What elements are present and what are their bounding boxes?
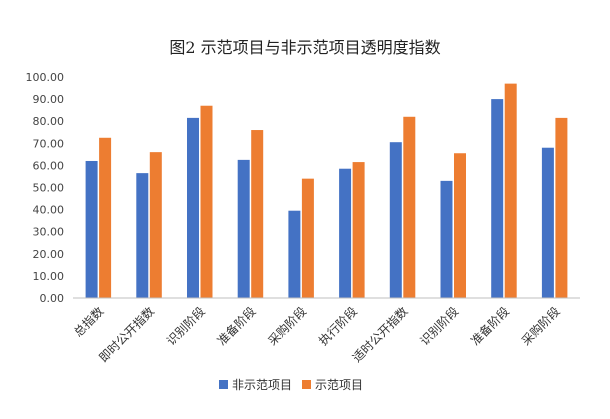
bar-demo-9 bbox=[504, 83, 517, 298]
bar-non-demo-6 bbox=[339, 168, 352, 298]
y-tick-label: 50.00 bbox=[33, 182, 65, 195]
bar-demo-5 bbox=[301, 178, 314, 298]
bar-demo-1 bbox=[99, 137, 112, 298]
y-tick-label: 70.00 bbox=[33, 137, 65, 150]
y-tick-label: 30.00 bbox=[33, 226, 65, 239]
y-tick-label: 60.00 bbox=[33, 159, 65, 172]
x-axis-labels: 总指数即时公开指数 识别阶段 准备阶段 采购阶段 执行阶段适时公开指数 识别阶段 准备阶段采… bbox=[70, 304, 562, 366]
bar-demo-7 bbox=[403, 116, 416, 298]
x-category-label: 准备阶段 bbox=[214, 304, 259, 349]
bar-non-demo-1 bbox=[85, 160, 98, 298]
bar-non-demo-10 bbox=[541, 147, 554, 298]
bar-demo-3 bbox=[200, 105, 213, 298]
y-tick-label: 80.00 bbox=[33, 115, 65, 128]
legend: 非示范项目 示范项目 bbox=[219, 378, 363, 392]
bar-demo-8 bbox=[454, 153, 466, 298]
bar-non-demo-3 bbox=[187, 117, 199, 298]
legend-label-demo: 示范项目 bbox=[315, 378, 363, 392]
bar-demo-6 bbox=[352, 162, 365, 298]
chart-title: 图2 示范项目与非示范项目透明度指数 bbox=[169, 38, 441, 57]
y-tick-label: 40.00 bbox=[33, 204, 65, 217]
bar-demo-10 bbox=[555, 117, 568, 298]
bar-demo-2 bbox=[149, 152, 162, 298]
y-tick-label: 100.00 bbox=[26, 71, 65, 84]
bar-non-demo-8 bbox=[440, 180, 453, 298]
bars bbox=[85, 83, 568, 298]
bar-non-demo-9 bbox=[491, 99, 504, 298]
x-category-label: 总指数 bbox=[70, 304, 106, 340]
bar-demo-4 bbox=[251, 130, 264, 298]
y-tick-label: 10.00 bbox=[33, 270, 65, 283]
bar-non-demo-5 bbox=[288, 210, 301, 298]
y-axis: 0.00 10.00 20.00 30.00 40.00 50.00 60.00 70.00 8… bbox=[26, 71, 65, 305]
x-category-label: 准备阶段 bbox=[468, 304, 513, 349]
bar-non-demo-2 bbox=[136, 173, 149, 298]
x-category-label: 采购阶段 bbox=[518, 304, 563, 349]
legend-swatch-demo bbox=[302, 380, 311, 389]
x-category-label: 采购阶段 bbox=[265, 304, 310, 349]
y-tick-label: 0.00 bbox=[40, 292, 65, 305]
bar-non-demo-4 bbox=[237, 159, 250, 298]
y-tick-label: 20.00 bbox=[33, 248, 65, 261]
x-category-label: 执行阶段 bbox=[315, 304, 360, 349]
legend-swatch-non-demo bbox=[219, 380, 228, 389]
y-tick-label: 90.00 bbox=[33, 93, 65, 106]
legend-label-non-demo: 非示范项目 bbox=[232, 378, 292, 392]
bar-non-demo-7 bbox=[389, 142, 402, 298]
x-category-label: 识别阶段 bbox=[163, 304, 208, 349]
x-category-label: 识别阶段 bbox=[417, 304, 462, 349]
